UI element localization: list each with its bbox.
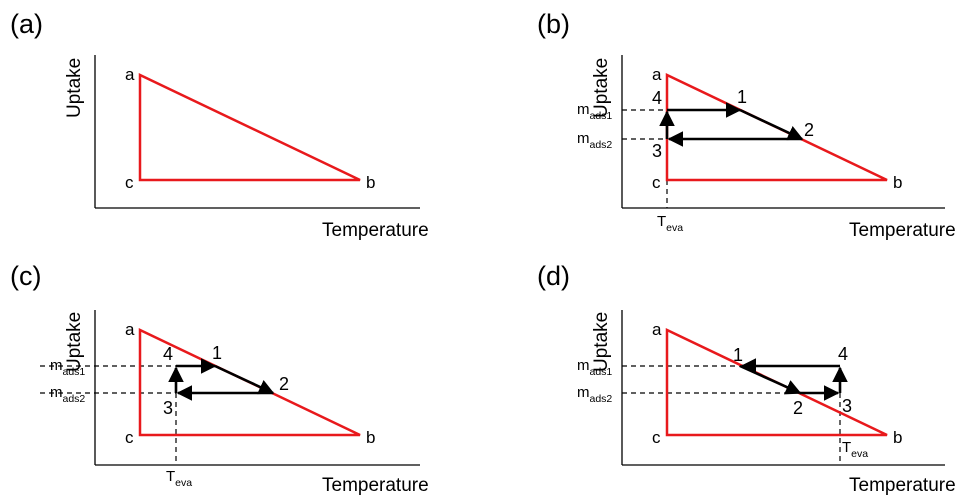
panel-d-mads1-main: m xyxy=(577,357,590,374)
panel-c-step-2: 2 xyxy=(279,374,289,394)
panel-c-mads1-sub: ads1 xyxy=(63,366,86,378)
panel-d-arrow-1-2 xyxy=(739,364,802,395)
panel-b-mads2-label: mads2 xyxy=(577,130,612,151)
panel-d-mads1-sub: ads1 xyxy=(590,366,613,378)
panel-b-arrow-1-2 xyxy=(739,108,804,141)
panel-c-teva-main: T xyxy=(166,468,175,485)
panel-c-step-1: 1 xyxy=(212,343,222,363)
panel-a: (a) Uptake Temperature a c b xyxy=(10,9,429,241)
panel-c-y-axis-title: Uptake xyxy=(64,312,85,372)
panel-b-label: (b) xyxy=(537,9,570,39)
panel-b-mads1-main: m xyxy=(577,101,590,118)
panel-b-vertex-a: a xyxy=(652,65,662,84)
panel-c-teva-sub: eva xyxy=(175,477,192,489)
panel-a-y-axis-title: Uptake xyxy=(64,58,85,118)
panel-d-y-axis-title: Uptake xyxy=(591,312,612,372)
panel-a-vertex-c: c xyxy=(125,173,134,192)
panel-b-x-axis-title: Temperature xyxy=(849,220,956,241)
panel-c: (c) Uptake Temperature a c b 1 2 3 4 mad… xyxy=(10,261,429,496)
panel-b-vertex-c: c xyxy=(652,173,661,192)
panel-b-mads1-label: mads1 xyxy=(577,101,612,122)
panel-b-vertex-b: b xyxy=(893,173,902,192)
panel-d-teva-sub: eva xyxy=(851,448,868,460)
panel-b-step-3: 3 xyxy=(652,141,662,161)
panel-b-teva-sub: eva xyxy=(666,222,683,234)
panel-a-label: (a) xyxy=(10,9,43,39)
panel-c-mads2-sub: ads2 xyxy=(63,393,86,405)
panel-a-x-axis-title: Temperature xyxy=(322,220,429,241)
panel-b-step-4: 4 xyxy=(652,88,662,108)
panel-d-vertex-b: b xyxy=(893,428,902,447)
panel-b-step-1: 1 xyxy=(737,87,747,107)
panel-b: (b) Uptake Temperature a c b 1 2 3 4 mad… xyxy=(537,9,956,241)
panel-c-step-4: 4 xyxy=(163,344,173,364)
panel-b-mads1-sub: ads1 xyxy=(590,110,613,122)
panel-d-vertex-a: a xyxy=(652,320,662,339)
panel-b-mads2-sub: ads2 xyxy=(590,139,613,151)
panel-d-teva-label: Teva xyxy=(842,439,868,460)
panel-c-mads2-label: mads2 xyxy=(50,384,85,405)
panel-d-teva-main: T xyxy=(842,439,851,456)
panel-b-mads2-main: m xyxy=(577,130,590,147)
panel-c-x-axis-title: Temperature xyxy=(322,475,429,496)
panel-d-step-2: 2 xyxy=(793,398,803,418)
panel-c-vertex-c: c xyxy=(125,428,134,447)
panel-b-teva-label: Teva xyxy=(657,213,683,234)
panel-c-mads1-label: mads1 xyxy=(50,357,85,378)
panel-c-teva-label: Teva xyxy=(166,468,192,489)
panel-c-mads2-main: m xyxy=(50,384,63,401)
panel-a-vertex-b: b xyxy=(366,173,375,192)
panel-d: (d) Uptake Temperature a c b 1 2 3 4 mad… xyxy=(537,261,956,496)
panel-b-y-axis-title: Uptake xyxy=(591,58,612,118)
panel-d-mads2-sub: ads2 xyxy=(590,393,613,405)
panel-c-label: (c) xyxy=(10,261,41,291)
panel-d-mads1-label: mads1 xyxy=(577,357,612,378)
panel-c-vertex-a: a xyxy=(125,320,135,339)
panel-c-step-3: 3 xyxy=(163,398,173,418)
panel-c-vertex-b: b xyxy=(366,428,375,447)
panel-d-label: (d) xyxy=(537,261,570,291)
panel-b-step-2: 2 xyxy=(804,120,814,140)
panel-d-mads2-main: m xyxy=(577,384,590,401)
panel-d-vertex-c: c xyxy=(652,428,661,447)
panel-d-mads2-label: mads2 xyxy=(577,384,612,405)
panel-c-mads1-main: m xyxy=(50,357,63,374)
panel-b-teva-main: T xyxy=(657,213,666,230)
panel-d-step-4: 4 xyxy=(838,344,848,364)
panel-d-step-3: 3 xyxy=(842,396,852,416)
panel-d-step-1: 1 xyxy=(733,345,743,365)
panel-c-arrow-1-2 xyxy=(214,364,275,395)
panel-a-vertex-a: a xyxy=(125,65,135,84)
panel-d-x-axis-title: Temperature xyxy=(849,475,956,496)
panel-a-isostere-triangle xyxy=(138,73,361,182)
